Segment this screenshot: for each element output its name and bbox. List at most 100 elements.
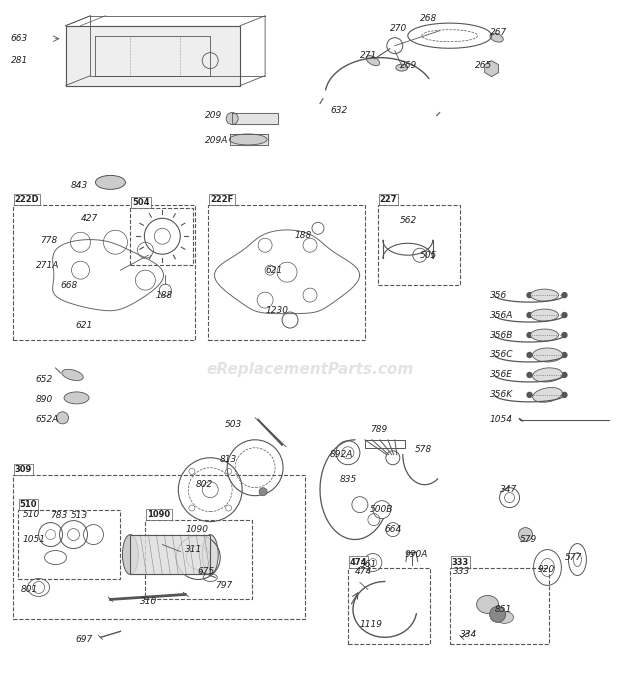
Ellipse shape	[64, 392, 89, 404]
Ellipse shape	[495, 611, 513, 624]
Text: 334: 334	[459, 630, 477, 639]
Text: eReplacementParts.com: eReplacementParts.com	[206, 362, 414, 378]
Ellipse shape	[477, 595, 498, 613]
Text: 310: 310	[140, 597, 157, 606]
Text: 270: 270	[390, 24, 407, 33]
Ellipse shape	[531, 289, 559, 301]
Text: 188: 188	[156, 290, 172, 299]
Text: 267: 267	[490, 28, 507, 37]
Text: 222D: 222D	[15, 195, 39, 204]
Text: 1054: 1054	[490, 415, 513, 424]
Circle shape	[490, 606, 505, 622]
Text: 778: 778	[40, 236, 58, 245]
Bar	[378, 205, 459, 285]
Text: 578: 578	[415, 446, 432, 455]
Text: 562: 562	[400, 216, 417, 225]
Text: 222F: 222F	[210, 195, 234, 204]
Text: 1090: 1090	[185, 525, 208, 534]
Text: 621: 621	[265, 265, 282, 274]
Ellipse shape	[531, 329, 559, 341]
Bar	[145, 520, 252, 599]
Text: 503: 503	[225, 421, 242, 430]
Text: 269: 269	[400, 61, 417, 70]
Ellipse shape	[122, 534, 138, 574]
Text: 356B: 356B	[490, 331, 513, 340]
Text: 513: 513	[71, 511, 88, 520]
Text: 333: 333	[453, 567, 470, 576]
Text: 675: 675	[197, 567, 215, 576]
Text: 892A: 892A	[330, 450, 353, 459]
Text: 510: 510	[23, 510, 40, 519]
Circle shape	[527, 353, 532, 358]
Text: 427: 427	[81, 213, 98, 222]
Text: 835: 835	[340, 475, 357, 484]
Text: 802: 802	[195, 480, 213, 489]
Text: 920: 920	[538, 565, 555, 574]
Bar	[450, 568, 549, 644]
Circle shape	[562, 392, 567, 397]
Polygon shape	[130, 534, 210, 574]
Text: 663: 663	[11, 34, 28, 43]
Text: 579: 579	[520, 535, 537, 544]
Text: 209A: 209A	[205, 136, 229, 145]
Ellipse shape	[396, 64, 408, 71]
Circle shape	[226, 112, 238, 125]
Circle shape	[527, 292, 532, 297]
Circle shape	[562, 372, 567, 378]
Circle shape	[562, 313, 567, 317]
Ellipse shape	[531, 309, 559, 321]
Ellipse shape	[533, 368, 562, 382]
Text: 333: 333	[452, 557, 469, 566]
Text: 209: 209	[205, 111, 223, 120]
Text: 577: 577	[564, 553, 582, 562]
Circle shape	[527, 313, 532, 317]
Circle shape	[527, 372, 532, 378]
Text: 797: 797	[215, 581, 232, 590]
Text: 271A: 271A	[35, 261, 59, 270]
Text: 843: 843	[71, 181, 88, 190]
Text: 990A: 990A	[405, 550, 428, 559]
Circle shape	[562, 353, 567, 358]
Text: 1230: 1230	[265, 306, 288, 315]
Text: 474: 474	[350, 557, 368, 566]
Text: 356: 356	[490, 290, 507, 299]
Text: 347: 347	[500, 485, 517, 494]
Polygon shape	[66, 26, 240, 86]
Text: 890: 890	[35, 396, 53, 405]
Text: 356C: 356C	[490, 351, 513, 360]
Text: 632: 632	[330, 106, 347, 115]
Ellipse shape	[533, 348, 562, 362]
Text: 505: 505	[420, 251, 437, 260]
Text: 801: 801	[20, 585, 38, 594]
Text: 188: 188	[295, 231, 312, 240]
Text: 1051: 1051	[23, 535, 46, 544]
Text: 500B: 500B	[370, 505, 393, 514]
Text: 265: 265	[475, 61, 492, 70]
Text: 227: 227	[380, 195, 397, 204]
Text: 851: 851	[495, 605, 512, 614]
Ellipse shape	[202, 534, 218, 574]
Circle shape	[527, 333, 532, 337]
Bar	[348, 568, 430, 644]
Text: 504: 504	[133, 198, 150, 207]
Circle shape	[562, 292, 567, 297]
Bar	[12, 205, 195, 340]
Bar	[208, 205, 365, 340]
Text: 668: 668	[61, 281, 78, 290]
Text: 361: 361	[360, 560, 377, 569]
Circle shape	[259, 488, 267, 495]
Ellipse shape	[366, 55, 379, 66]
Text: 652: 652	[35, 376, 53, 385]
Circle shape	[527, 392, 532, 397]
Text: 271: 271	[360, 51, 377, 60]
Circle shape	[56, 412, 69, 424]
Text: 356E: 356E	[490, 371, 513, 380]
Ellipse shape	[533, 387, 562, 402]
Circle shape	[562, 333, 567, 337]
Text: 813: 813	[220, 455, 237, 464]
Ellipse shape	[490, 33, 503, 42]
Text: 783: 783	[51, 511, 68, 520]
Text: 474: 474	[355, 567, 372, 576]
Text: 356K: 356K	[490, 390, 513, 399]
Bar	[12, 475, 305, 620]
